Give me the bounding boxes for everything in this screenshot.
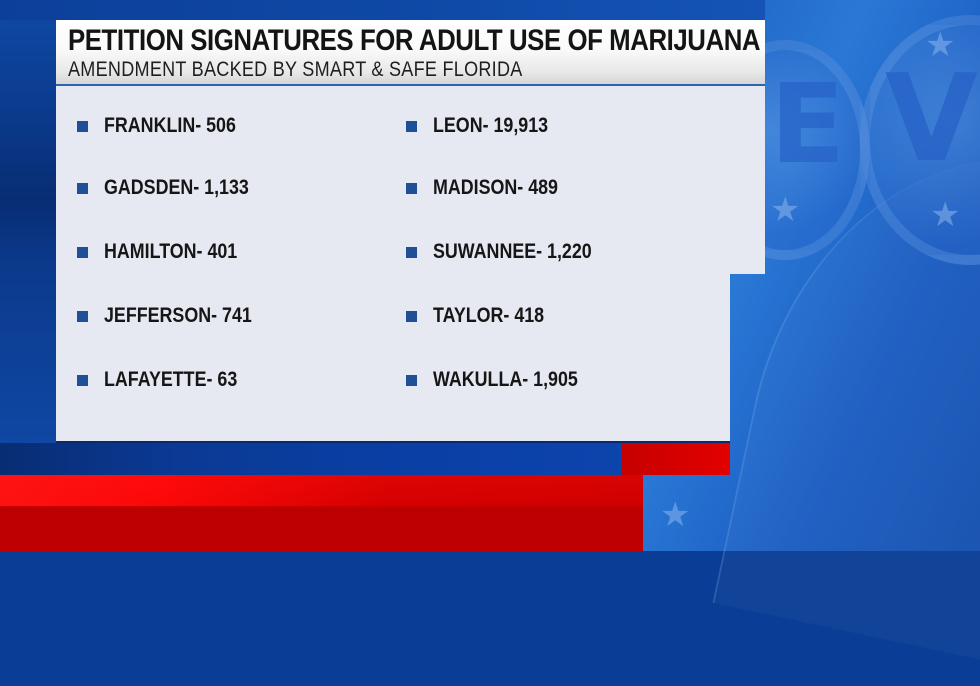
list-item: SUWANNEE- 1,220	[406, 240, 620, 264]
county-label: FRANKLIN- 506	[104, 114, 236, 137]
list-item: HAMILTON- 401	[77, 240, 261, 264]
list-item: WAKULLA- 1,905	[406, 368, 603, 392]
list-item: MADISON- 489	[406, 176, 580, 200]
graphic-subtitle: AMENDMENT BACKED BY SMART & SAFE FLORIDA	[68, 58, 523, 81]
background-left-stripe	[0, 0, 56, 442]
county-label: MADISON- 489	[433, 176, 558, 199]
county-label: SUWANNEE- 1,220	[433, 240, 592, 263]
graphic-header: PETITION SIGNATURES FOR ADULT USE OF MAR…	[56, 20, 765, 86]
list-item: TAYLOR- 418	[406, 304, 564, 328]
county-label: TAYLOR- 418	[433, 304, 545, 327]
county-label: WAKULLA- 1,905	[433, 368, 578, 391]
lower-third-blue-band	[0, 443, 622, 475]
square-bullet-icon	[77, 246, 88, 258]
badge-letter-v: V	[885, 50, 978, 189]
star-icon: ★	[930, 196, 961, 234]
lower-third-red-block	[622, 443, 730, 475]
star-icon: ★	[925, 26, 956, 64]
graphic-title: PETITION SIGNATURES FOR ADULT USE OF MAR…	[68, 24, 761, 57]
lower-third-red-highlight	[0, 475, 643, 506]
square-bullet-icon	[77, 310, 88, 322]
square-bullet-icon	[77, 182, 88, 194]
list-item: FRANKLIN- 506	[77, 114, 259, 138]
county-label: GADSDEN- 1,133	[104, 176, 249, 199]
background-top-stripe	[0, 0, 765, 20]
star-icon: ★	[660, 496, 691, 534]
square-bullet-icon	[406, 374, 417, 386]
list-item: GADSDEN- 1,133	[77, 176, 274, 200]
list-item: JEFFERSON- 741	[77, 304, 278, 328]
list-item: LAFAYETTE- 63	[77, 368, 261, 392]
list-item: LEON- 19,913	[406, 114, 568, 138]
panel-divider	[56, 441, 730, 443]
county-label: LEON- 19,913	[433, 114, 549, 137]
county-label: JEFFERSON- 741	[104, 304, 252, 327]
square-bullet-icon	[406, 246, 417, 258]
graphic-panel	[56, 86, 765, 274]
square-bullet-icon	[406, 310, 417, 322]
county-label: LAFAYETTE- 63	[104, 368, 238, 391]
square-bullet-icon	[406, 182, 417, 194]
square-bullet-icon	[77, 374, 88, 386]
star-icon: ★	[770, 191, 801, 229]
badge-letter-e: E	[770, 60, 846, 188]
county-label: HAMILTON- 401	[104, 240, 238, 263]
graphic-panel-lower	[56, 274, 730, 442]
square-bullet-icon	[406, 120, 417, 132]
square-bullet-icon	[77, 120, 88, 132]
